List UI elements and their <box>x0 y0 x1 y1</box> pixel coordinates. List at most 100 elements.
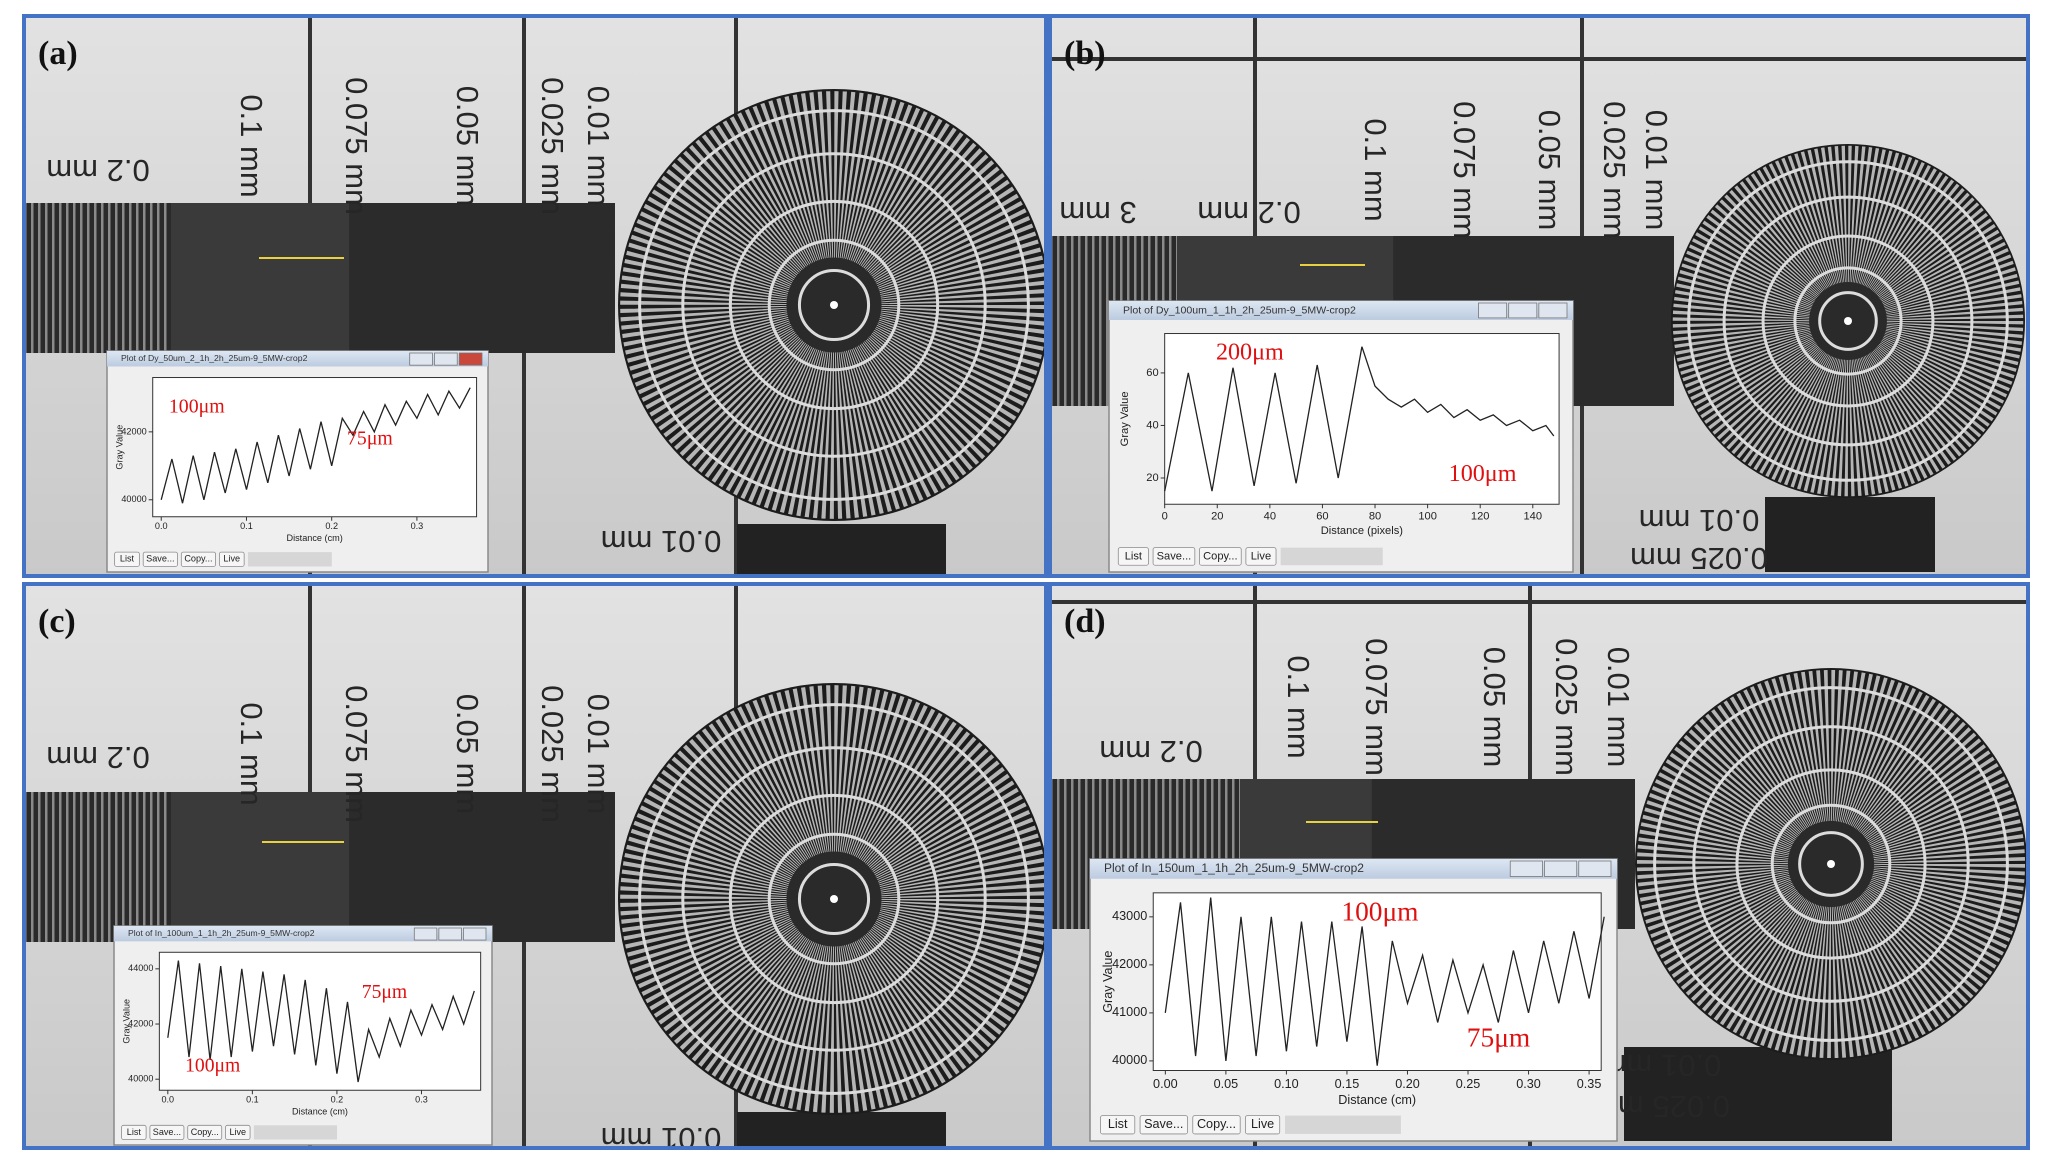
ruler-label: 0.1 mm <box>234 702 269 805</box>
window-button[interactable] <box>1100 1115 1136 1135</box>
y-tick-label: 43000 <box>1112 909 1147 923</box>
window-max-button[interactable] <box>1508 302 1538 319</box>
y-tick-label: 40000 <box>128 1074 153 1084</box>
title-bar <box>1109 301 1573 320</box>
ruler-label: 0.01 mm <box>581 694 616 815</box>
panel: 3 mm 0.2 mm 0.1 mm 0.075 mm 0.05 mm 0.025 mm 0… <box>1048 14 2030 578</box>
y-axis-label: Gray Value <box>122 999 132 1044</box>
panel: 0.2 mm 0.1 mm 0.075 mm 0.05 mm 0.025 mm 0.01 … <box>1048 582 2030 1150</box>
x-axis-label: Distance (pixels) <box>1321 525 1404 537</box>
window-close-button[interactable] <box>1538 302 1568 319</box>
window-button-label: Copy... <box>1197 1117 1236 1131</box>
window-button[interactable] <box>1245 547 1277 566</box>
y-tick-label: 40000 <box>121 494 146 504</box>
window-button[interactable] <box>142 551 178 567</box>
ruler-label: 0.1 mm <box>234 94 269 197</box>
star-ring <box>1722 195 1974 447</box>
x-tick-label: 0.25 <box>1456 1077 1481 1091</box>
x-tick-label: 0.3 <box>415 1095 428 1105</box>
y-axis-label: Gray Value <box>115 425 125 470</box>
star-ring <box>681 152 987 458</box>
x-tick-label: 0.0 <box>162 1095 175 1105</box>
window-button[interactable] <box>1192 1115 1241 1135</box>
star-spokes <box>1636 669 2026 1059</box>
star-ring <box>638 703 1030 1095</box>
y-tick-label: 20 <box>1146 472 1158 484</box>
annotation: 100μm <box>1449 461 1517 487</box>
ruler-label: 0.01 mm <box>1601 647 1636 768</box>
star-center <box>1844 317 1852 325</box>
y-tick-label: 40000 <box>1112 1053 1147 1067</box>
star-ring <box>767 238 901 372</box>
window-button[interactable] <box>1245 1115 1281 1135</box>
window-title: Plot of Dy_100um_1_1h_2h_25um-9_5MW-crop… <box>1123 304 1356 316</box>
ruler-label: 0.2 mm <box>1197 195 1300 230</box>
annotation: 75μm <box>1467 1023 1530 1053</box>
window-button[interactable] <box>225 1124 251 1140</box>
window-button[interactable] <box>1152 547 1196 566</box>
annotation: 100μm <box>1341 896 1418 926</box>
window-button-label: Live <box>1251 1117 1274 1131</box>
window-button[interactable] <box>218 551 245 567</box>
window-button[interactable] <box>180 551 216 567</box>
panel-image: 0.2 mm 0.1 mm 0.075 mm 0.05 mm 0.025 mm 0.01 … <box>24 584 1046 1156</box>
window-button[interactable] <box>114 551 140 567</box>
annotation: 75μm <box>362 981 407 1003</box>
window-max-button[interactable] <box>434 352 458 366</box>
window-min-button[interactable] <box>1478 302 1508 319</box>
annotation: 75μm <box>347 428 393 450</box>
window-button[interactable] <box>187 1124 223 1140</box>
x-tick-label: 0.35 <box>1577 1077 1602 1091</box>
x-tick-label: 0.2 <box>331 1095 344 1105</box>
ruler-label: 0.025 mm <box>535 685 570 823</box>
window-min-button[interactable] <box>409 352 433 366</box>
star-ring <box>1798 831 1864 897</box>
ruler-label: 0.025 mm <box>535 77 570 215</box>
ruler-label: 0.2 mm <box>46 740 149 775</box>
window-close-button[interactable] <box>463 927 487 941</box>
panel-border <box>22 582 1048 1150</box>
window-min-button[interactable] <box>413 927 438 941</box>
window-button-label: List <box>1108 1117 1128 1131</box>
star-ring <box>1653 686 2009 1042</box>
star-ring <box>767 832 901 966</box>
title-bar <box>1090 859 1617 879</box>
y-axis-label: Gray Value <box>1101 951 1115 1013</box>
x-axis-label: Distance (cm) <box>292 1106 348 1116</box>
ruler-label: 0.01 mm <box>581 86 616 207</box>
window-button[interactable] <box>1117 547 1149 566</box>
window-button[interactable] <box>121 1124 147 1140</box>
panel: 0.2 mm 0.1 mm 0.075 mm 0.05 mm 0.025 mm 0.01 … <box>22 14 1048 578</box>
star-spokes <box>620 685 1046 1113</box>
fine-band <box>171 203 350 353</box>
window-min-button[interactable] <box>1509 860 1543 877</box>
x-tick-label: 0.00 <box>1153 1077 1178 1091</box>
x-tick-label: 100 <box>1418 510 1437 522</box>
star-ring <box>797 268 871 342</box>
window-button[interactable] <box>149 1124 185 1140</box>
star-ring <box>1735 768 1927 960</box>
panel-border <box>1048 582 2030 1150</box>
profile-curve <box>1164 897 1605 1066</box>
window-button[interactable] <box>1199 547 1242 566</box>
window-max-button[interactable] <box>438 927 462 941</box>
window-max-button[interactable] <box>1544 860 1578 877</box>
x-tick-label: 0.20 <box>1395 1077 1420 1091</box>
ruler-label: 0.1 mm <box>1358 118 1393 221</box>
window-button-label: List <box>1125 550 1143 562</box>
x-tick-label: 60 <box>1316 510 1328 522</box>
plot-area <box>1164 333 1560 505</box>
star-ring <box>1692 725 1970 1003</box>
profile-curve <box>167 960 475 1083</box>
ruler-label: 0.01 mm <box>601 1121 722 1156</box>
window-button[interactable] <box>1139 1115 1188 1135</box>
window-close-button[interactable] <box>1578 860 1612 877</box>
window-title: Plot of In_100um_1_1h_2h_25um-9_5MW-crop… <box>128 928 315 938</box>
window-close-button[interactable] <box>458 352 483 366</box>
star-ring <box>638 109 1030 501</box>
dark-block <box>737 1112 946 1148</box>
annotation: 100μm <box>169 396 225 418</box>
y-tick-label: 42000 <box>121 426 146 436</box>
star-ring <box>728 793 940 1005</box>
